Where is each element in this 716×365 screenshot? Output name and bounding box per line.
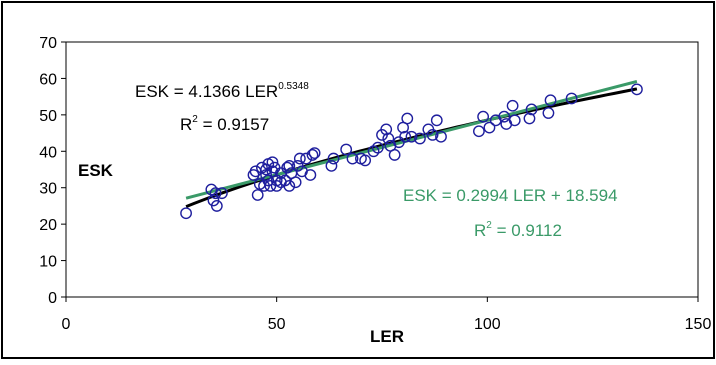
data-point (631, 83, 643, 96)
data-point (327, 152, 340, 165)
data-point (346, 152, 359, 165)
data-point (414, 132, 426, 145)
data-point (283, 159, 296, 172)
data-point (483, 121, 496, 134)
power-r2-superscript: 2 (192, 114, 198, 125)
data-point (260, 163, 273, 176)
y-axis-title: ESK (78, 161, 114, 180)
data-points (180, 83, 643, 220)
data-point (565, 92, 578, 105)
data-point (283, 179, 296, 192)
data-point (382, 132, 395, 145)
data-point (477, 110, 490, 123)
data-point (371, 141, 384, 154)
linear-r2-label: R (474, 221, 486, 240)
data-point (508, 114, 521, 127)
outer-frame (1, 1, 715, 359)
data-point (430, 114, 443, 127)
data-point (251, 189, 264, 201)
data-point (426, 128, 439, 141)
y-tick-label: 70 (39, 35, 57, 52)
y-tick-label: 20 (39, 217, 57, 234)
linear-r2-value: = 0.9112 (492, 221, 562, 240)
data-point (304, 169, 317, 181)
power-fit-r2: R2 = 0.9157 (180, 114, 269, 134)
power-fit-equation: ESK = 4.1366 LER0.5348 (135, 81, 309, 101)
data-point (380, 123, 393, 136)
data-point (523, 112, 536, 125)
linear-fit-equation-text: ESK = 0.2994 LER + 18.594 (403, 186, 618, 205)
data-point (473, 125, 485, 138)
data-point (325, 159, 338, 172)
data-point (270, 179, 283, 192)
data-point (405, 130, 418, 143)
x-tick-label: 50 (268, 316, 286, 333)
y-tick-label: 60 (39, 71, 57, 88)
data-point (498, 110, 511, 123)
power-fit-exponent: 0.5348 (278, 81, 309, 92)
data-point (289, 176, 302, 189)
x-tick-label: 0 (62, 316, 71, 333)
data-point (266, 156, 279, 169)
data-point (399, 130, 412, 143)
data-point (435, 130, 447, 143)
power-r2-label: R (180, 115, 192, 134)
data-point (215, 187, 228, 200)
data-point (544, 94, 557, 107)
linear-r2-superscript: 2 (486, 220, 492, 231)
axis-ticks: 0 10 20 30 40 50 60 70 0 50 100 150 (39, 35, 711, 333)
linear-fit-equation: ESK = 0.2994 LER + 18.594 (403, 186, 618, 205)
data-point (209, 187, 222, 200)
y-tick-label: 50 (39, 108, 57, 125)
y-tick-label: 40 (39, 144, 57, 161)
data-point (506, 99, 519, 112)
linear-fit-r2: R2 = 0.9112 (474, 220, 562, 240)
data-point (367, 145, 380, 158)
data-point (401, 112, 414, 125)
y-tick-label: 30 (39, 181, 57, 198)
data-point (293, 152, 306, 165)
data-point (205, 183, 218, 196)
data-point (359, 154, 372, 167)
data-point (306, 149, 319, 161)
x-tick-label: 100 (474, 316, 501, 333)
data-point (260, 169, 273, 181)
x-axis-title: LER (370, 327, 404, 346)
power-r2-value: = 0.9157 (198, 115, 269, 134)
data-point (300, 152, 313, 165)
data-point (340, 143, 353, 156)
y-tick-label: 0 (48, 290, 57, 307)
plot-area (65, 41, 699, 298)
data-point (210, 200, 223, 212)
data-point (388, 149, 401, 161)
data-point (542, 107, 555, 119)
y-tick-label: 10 (39, 254, 57, 271)
power-fit-equation-text: ESK = 4.1366 LER (135, 82, 278, 101)
data-point (525, 103, 538, 116)
x-tick-label: 150 (685, 316, 712, 333)
data-point (180, 207, 192, 220)
data-point (308, 147, 321, 160)
